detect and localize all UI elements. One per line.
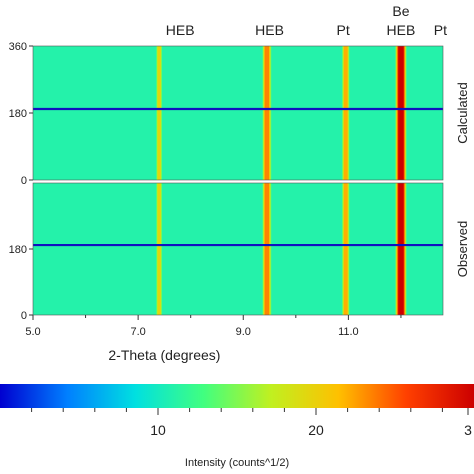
x-tick-label: 9.0	[236, 326, 251, 338]
phase-label: Pt	[434, 22, 447, 38]
peak-stripe	[264, 46, 270, 180]
panel-0	[32, 45, 444, 181]
axes: 5.0 7.0 9.0 11.0 2-Theta (degrees) 360 180 0 Cal…	[9, 41, 470, 363]
peak-stripe	[157, 46, 161, 180]
y-tick-label: 180	[9, 108, 27, 120]
colorbar-tick-label: 10	[150, 422, 166, 438]
phase-label: Be	[392, 3, 409, 19]
x-axis-label: 2-Theta (degrees)	[108, 347, 220, 363]
phase-label: Pt	[337, 22, 350, 38]
peak-stripe	[398, 183, 404, 315]
x-tick-label: 11.0	[338, 326, 359, 338]
panel-side-label: Observed	[455, 221, 470, 277]
peak-stripe	[343, 183, 348, 315]
peak-stripe	[398, 46, 404, 180]
panel-background	[33, 183, 443, 315]
peak-stripe	[343, 46, 348, 180]
panel-1	[32, 182, 444, 316]
x-tick-label: 7.0	[130, 326, 145, 338]
colorbar-bar	[0, 384, 474, 408]
peak-stripe	[157, 183, 161, 315]
y-tick-label: 0	[21, 310, 27, 322]
colorbar-tick-label: 20	[308, 422, 324, 438]
phase-label: HEB	[387, 22, 416, 38]
phase-label: HEB	[166, 22, 195, 38]
colorbar: 10 20 3 Intensity (counts^1/2)	[0, 384, 474, 469]
colorbar-label: Intensity (counts^1/2)	[185, 457, 289, 469]
colorbar-tick-label: 3	[464, 422, 472, 438]
y-tick-label: 0	[21, 175, 27, 187]
x-tick-label: 5.0	[25, 326, 40, 338]
phase-label: HEB	[255, 22, 284, 38]
y-tick-label: 180	[9, 244, 27, 256]
y-tick-label: 360	[9, 41, 27, 53]
peak-stripe	[264, 183, 270, 315]
heatmap-overlay: HEB HEB Pt Be HEB Pt	[166, 3, 447, 38]
panel-side-label: Calculated	[455, 82, 470, 143]
panel-background	[33, 46, 443, 180]
heatmap-panels	[32, 45, 444, 316]
